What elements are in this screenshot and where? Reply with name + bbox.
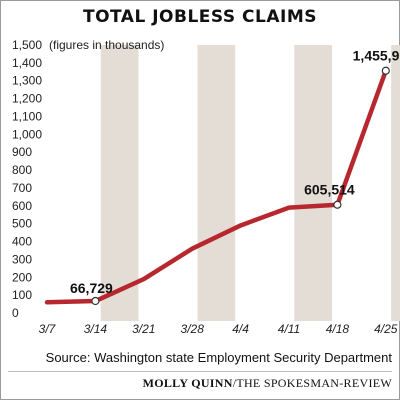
week-bands <box>100 45 400 321</box>
axes: 0 100 200 300 400 500 600 700 800 900 1,000 1,100 1,… <box>12 38 398 336</box>
x-tick-label: 3/21 <box>132 322 155 336</box>
x-tick-label: 3/28 <box>181 322 205 336</box>
week-band <box>197 45 236 321</box>
y-tick-label: 700 <box>12 181 32 195</box>
x-tick-label: 4/18 <box>326 322 350 336</box>
data-label: 1,455,908 <box>353 48 400 64</box>
byline-publication: /THE SPOKESMAN-REVIEW <box>232 376 392 390</box>
data-point-marker <box>381 66 390 75</box>
week-band <box>294 45 333 321</box>
footer-divider <box>8 371 392 372</box>
unit-note: (figures in thousands) <box>49 38 164 52</box>
y-tick-label: 100 <box>12 288 32 302</box>
x-tick-label: 3/7 <box>39 322 57 336</box>
x-tick-label: 3/14 <box>84 322 108 336</box>
data-label: 605,514 <box>304 182 355 198</box>
series-layer <box>44 68 389 305</box>
y-tick-label: 1,000 <box>12 127 42 141</box>
x-tick-label: 4/11 <box>278 322 300 336</box>
y-tick-label: 900 <box>12 145 32 159</box>
y-tick-label: 1,500 <box>12 38 42 52</box>
data-label: 66,729 <box>70 280 113 296</box>
y-tick-label: 1,200 <box>12 92 42 106</box>
x-tick-label: 4/4 <box>232 322 249 336</box>
y-tick-label: 200 <box>12 270 32 284</box>
byline-author: MOLLY QUINN <box>142 376 233 390</box>
y-tick-label: 0 <box>12 306 19 320</box>
week-band <box>391 45 400 321</box>
y-tick-label: 1,100 <box>12 109 42 123</box>
source-note: Source: Washington state Employment Secu… <box>45 350 392 365</box>
y-tick-label: 400 <box>12 235 32 249</box>
y-tick-label: 500 <box>12 217 32 231</box>
y-tick-label: 1,300 <box>12 74 42 88</box>
data-point-marker <box>91 296 100 306</box>
y-tick-label: 300 <box>12 252 32 266</box>
label-layer: 66,729 605,514 1,455,908 <box>70 48 400 306</box>
series-line <box>44 68 389 305</box>
byline: MOLLY QUINN/THE SPOKESMAN-REVIEW <box>0 376 392 391</box>
y-tick-label: 1,400 <box>12 56 42 70</box>
chart-title: TOTAL JOBLESS CLAIMS <box>82 7 317 27</box>
week-band <box>100 45 139 321</box>
y-tick-label: 800 <box>12 163 32 177</box>
x-tick-label: 4/25 <box>374 322 398 336</box>
data-point-marker <box>333 200 342 209</box>
y-tick-label: 600 <box>12 199 32 213</box>
